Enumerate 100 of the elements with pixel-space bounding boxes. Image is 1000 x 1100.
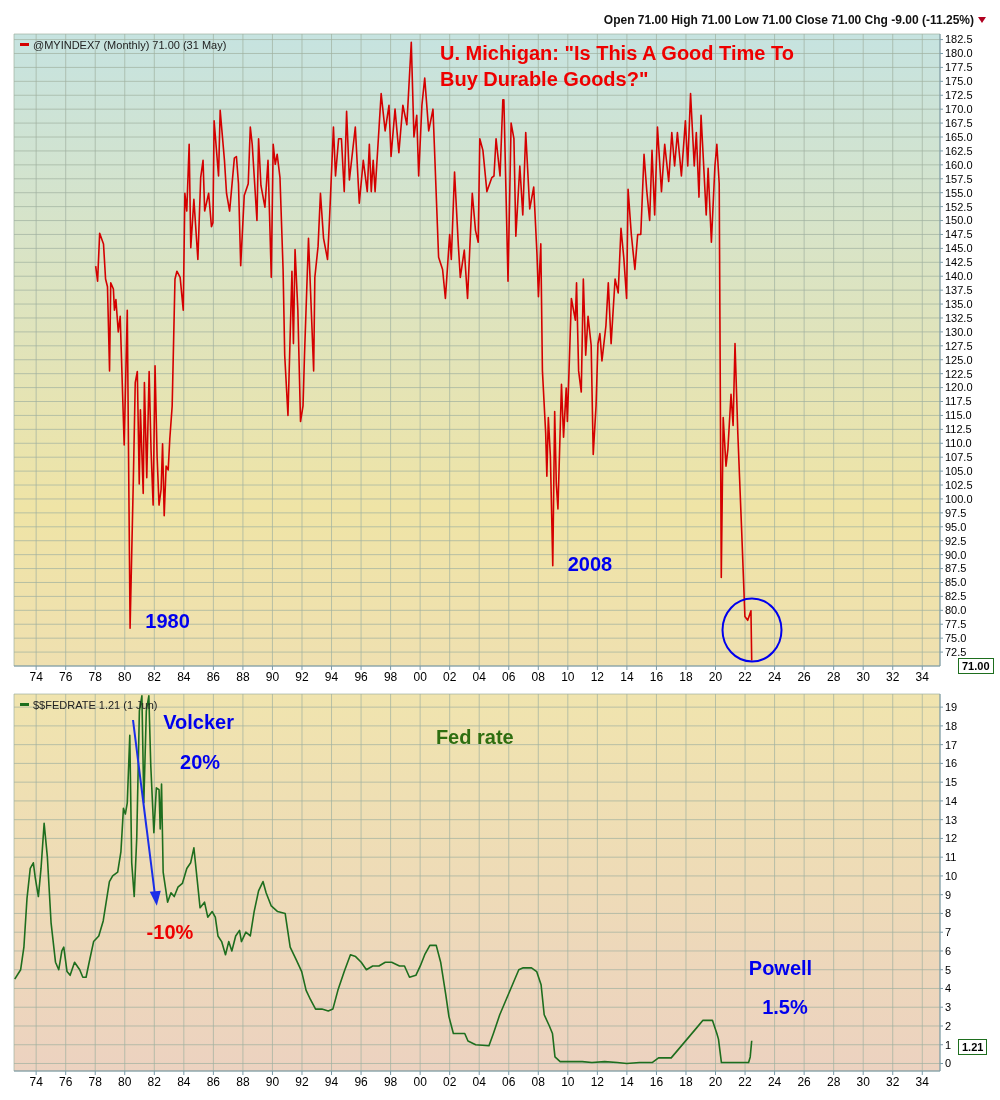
y-tick-label: 125.0 (945, 353, 973, 366)
x-tick-label: 06 (502, 669, 516, 684)
x-tick-label: 74 (29, 1074, 44, 1089)
y-tick-label: 155.0 (945, 186, 973, 199)
annotation: 1.5% (762, 995, 808, 1019)
y-tick-label: 9 (945, 888, 952, 901)
y-tick-label: 110.0 (945, 437, 972, 450)
y-tick-label: 3 (945, 1001, 952, 1014)
x-tick-label: 94 (324, 1074, 339, 1089)
x-tick-label: 92 (295, 669, 309, 684)
y-tick-label: 130.0 (945, 325, 973, 338)
x-tick-label: 14 (620, 1074, 634, 1089)
x-tick-label: 98 (383, 669, 398, 684)
x-tick-label: 82 (147, 1074, 162, 1089)
y-tick-label: 80.0 (945, 604, 967, 617)
x-tick-label: 96 (354, 1074, 369, 1089)
y-tick-label: 2 (945, 1019, 952, 1032)
y-tick-label: 13 (945, 813, 958, 826)
x-tick-label: 28 (826, 1074, 841, 1089)
text: 1.21 (958, 1038, 988, 1055)
x-tick-label: 12 (590, 669, 605, 684)
y-tick-label: 112.5 (945, 423, 972, 436)
annotation: Volcker (163, 710, 234, 734)
y-tick-label: 105.0 (945, 465, 973, 478)
x-tick-label: 00 (413, 669, 428, 684)
x-tick-label: 84 (177, 669, 191, 684)
x-tick-label: 80 (118, 669, 132, 684)
y-tick-label: 82.5 (945, 590, 967, 603)
x-tick-label: 08 (531, 1074, 546, 1089)
x-tick-label: 80 (118, 1074, 132, 1089)
x-tick-label: 76 (59, 1074, 73, 1089)
x-tick-label: 24 (767, 1074, 782, 1089)
x-tick-label: 00 (413, 1074, 428, 1089)
x-tick-label: 22 (738, 669, 753, 684)
y-tick-label: 4 (945, 982, 952, 995)
y-tick-label: 6 (945, 944, 952, 957)
y-tick-label: 165.0 (945, 130, 973, 143)
y-tick-label: 92.5 (945, 534, 967, 547)
x-tick-label: 10 (561, 669, 575, 684)
annotation: -10% (146, 920, 194, 944)
y-tick-label: 72.5 (945, 645, 967, 658)
y-tick-label: 135.0 (945, 297, 973, 310)
annotation: 2008 (567, 552, 613, 576)
y-tick-label: 87.5 (945, 562, 967, 575)
y-tick-label: 12 (945, 832, 958, 845)
y-tick-label: 77.5 (945, 618, 967, 631)
y-tick-label: 5 (945, 963, 952, 976)
x-tick-label: 14 (620, 669, 634, 684)
x-tick-label: 90 (265, 1074, 280, 1089)
x-tick-label: 82 (147, 669, 162, 684)
x-tick-label: 22 (738, 1074, 753, 1089)
y-tick-label: 120.0 (945, 381, 973, 394)
y-tick-label: 85.0 (945, 576, 967, 589)
y-tick-label: 100.0 (945, 492, 973, 505)
y-tick-label: 122.5 (945, 367, 973, 380)
x-tick-label: 26 (797, 1074, 812, 1089)
y-tick-label: 75.0 (945, 632, 967, 645)
y-tick-label: 97.5 (945, 506, 967, 519)
y-tick-label: 175.0 (945, 75, 973, 88)
x-tick-label: 96 (354, 669, 369, 684)
x-tick-label: 30 (856, 1074, 871, 1089)
y-tick-label: 17 (945, 738, 958, 751)
x-tick-label: 18 (679, 669, 693, 684)
x-tick-label: 24 (767, 669, 782, 684)
x-tick-label: 76 (59, 669, 73, 684)
y-tick-label: 177.5 (945, 61, 973, 74)
y-tick-label: 157.5 (945, 172, 973, 185)
annotation: 20% (180, 750, 221, 774)
y-tick-label: 152.5 (945, 200, 973, 213)
y-tick-label: 10 (945, 869, 958, 882)
x-tick-label: 28 (826, 669, 841, 684)
x-tick-label: 74 (29, 669, 44, 684)
x-tick-label: 90 (265, 669, 280, 684)
x-tick-label: 16 (649, 1074, 664, 1089)
x-tick-label: 88 (236, 1074, 250, 1089)
y-tick-label: 117.5 (945, 395, 972, 408)
x-tick-label: 02 (443, 669, 457, 684)
x-tick-label: 34 (915, 1074, 930, 1089)
x-tick-label: 92 (295, 1074, 309, 1089)
x-tick-label: 78 (88, 1074, 103, 1089)
x-tick-label: 08 (531, 669, 546, 684)
x-tick-label: 12 (590, 1074, 605, 1089)
y-tick-label: 102.5 (945, 478, 973, 491)
y-tick-label: 142.5 (945, 256, 973, 269)
x-tick-label: 20 (708, 669, 723, 684)
y-tick-label: 11 (945, 851, 957, 864)
legend-label: @MYINDEX7 (Monthly) 71.00 (31 May) (32, 38, 227, 51)
annotation: 1980 (145, 609, 190, 633)
x-tick-label: 86 (206, 669, 221, 684)
x-tick-label: 86 (206, 1074, 221, 1089)
x-tick-label: 34 (915, 669, 930, 684)
x-tick-label: 98 (383, 1074, 398, 1089)
annotation: Fed rate (435, 725, 514, 749)
y-tick-label: 8 (945, 907, 952, 920)
x-tick-label: 84 (177, 1074, 191, 1089)
y-tick-label: 7 (945, 926, 952, 939)
y-tick-label: 147.5 (945, 228, 973, 241)
y-tick-label: 127.5 (945, 339, 973, 352)
y-tick-label: 167.5 (945, 117, 973, 129)
y-tick-label: 18 (945, 719, 958, 732)
